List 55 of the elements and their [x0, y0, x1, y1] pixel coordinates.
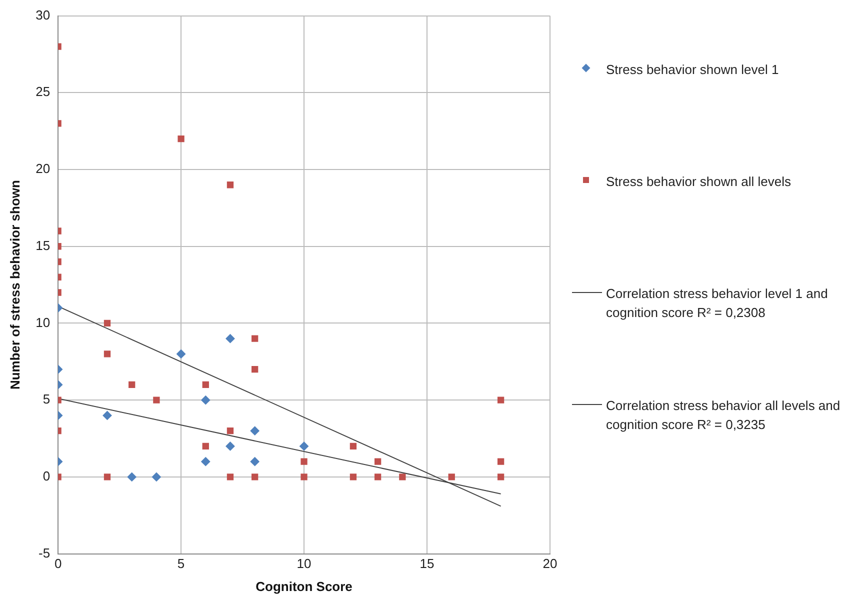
- point: [104, 320, 111, 327]
- x-tick-label: 0: [54, 556, 62, 572]
- point: [127, 472, 136, 482]
- point: [201, 457, 210, 466]
- x-tick-label: 15: [420, 556, 434, 572]
- point: [300, 474, 308, 480]
- y-axis-title: Number of stress behavior shown: [7, 180, 22, 390]
- y-tick-label: 0: [42, 468, 50, 484]
- legend-label: Stress behavior shown all levels: [606, 173, 791, 191]
- y-tick-label: 15: [36, 238, 50, 253]
- point: [128, 381, 136, 388]
- point: [252, 366, 258, 373]
- legend-label: Stress behavior shown level 1: [606, 61, 779, 79]
- point: [226, 334, 235, 344]
- x-axis-title: Cogniton Score: [256, 578, 352, 594]
- point: [252, 335, 258, 342]
- point: [152, 472, 161, 482]
- point: [497, 396, 504, 404]
- point: [226, 428, 234, 434]
- legend-label: Correlation stress behavior all levels and cognition score R² = 0,3235: [606, 397, 842, 434]
- point: [202, 442, 209, 450]
- point: [202, 381, 209, 388]
- legend-label: Correlation stress behavior level 1 and cognition score R² = 0,2308: [606, 285, 829, 322]
- point: [153, 396, 160, 404]
- point: [226, 474, 234, 480]
- point: [104, 474, 111, 480]
- point: [250, 457, 260, 466]
- point: [350, 442, 357, 450]
- y-tick-label: 30: [36, 7, 50, 22]
- x-tick-label: 10: [296, 556, 312, 572]
- point: [226, 182, 234, 188]
- x-tick-label: 5: [177, 556, 185, 572]
- point: [448, 474, 455, 480]
- point: [300, 442, 309, 451]
- point: [374, 458, 382, 465]
- point: [102, 410, 112, 420]
- y-tick-label: 10: [36, 314, 50, 330]
- point: [201, 396, 210, 405]
- y-tick-label: 20: [36, 161, 50, 176]
- point: [497, 458, 504, 465]
- point: [399, 474, 406, 480]
- point: [250, 426, 260, 436]
- point: [226, 442, 235, 451]
- point: [300, 458, 308, 465]
- y-tick-label: 5: [42, 392, 50, 407]
- x-tick-label: 20: [542, 556, 558, 572]
- point: [104, 350, 111, 358]
- y-tick-label: 25: [36, 84, 50, 100]
- point: [374, 474, 382, 480]
- point: [252, 474, 258, 480]
- point: [176, 349, 186, 358]
- point: [497, 474, 504, 480]
- point: [350, 474, 357, 480]
- point: [178, 135, 184, 142]
- y-tick-label: -5: [38, 545, 50, 560]
